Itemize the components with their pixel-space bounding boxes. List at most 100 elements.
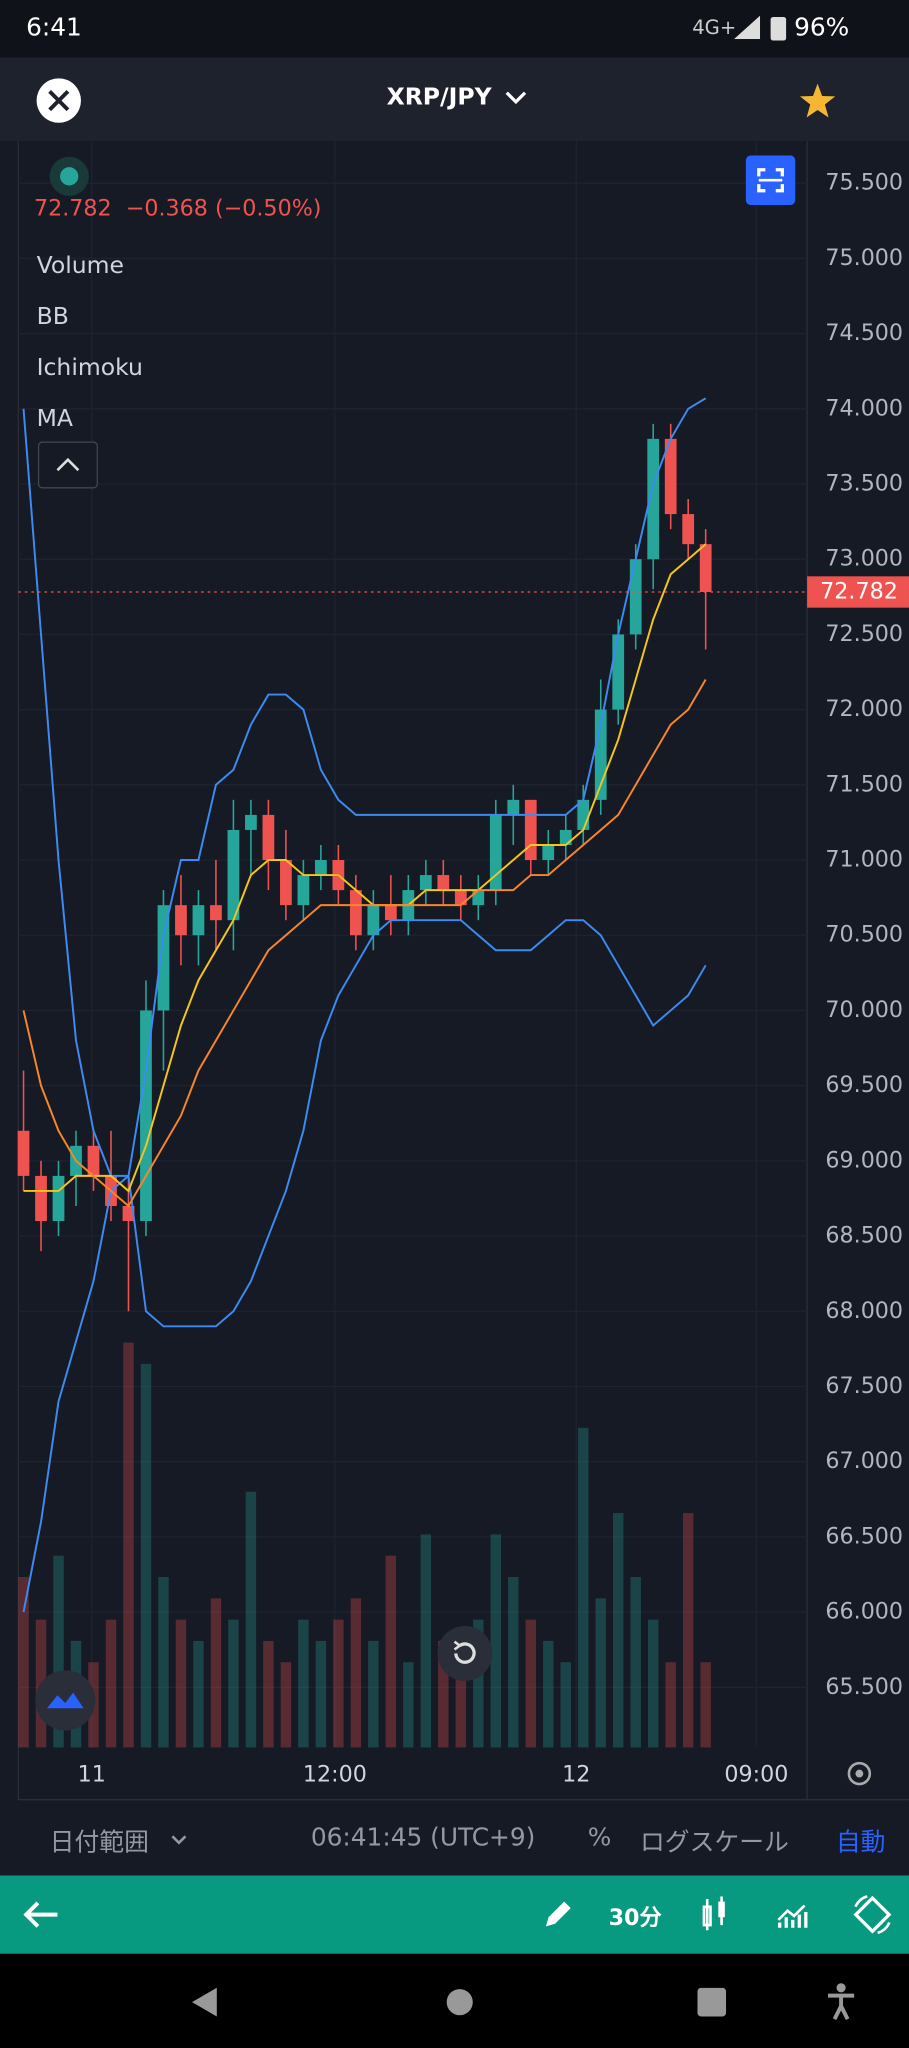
close-button[interactable] [35, 77, 82, 124]
clock: 06:41:45 (UTC+9) [310, 1823, 536, 1852]
candle-body [245, 814, 257, 830]
volume-bar [473, 1619, 484, 1748]
nav-home[interactable] [444, 1986, 475, 2017]
nav-back[interactable] [188, 1985, 219, 2019]
candle-body [227, 829, 240, 921]
indicator-line [22, 679, 707, 1208]
indicator-line [23, 543, 707, 1193]
volume-bar [210, 1598, 222, 1748]
x-tick-label: 11 [78, 1761, 106, 1787]
price-change: −0.368 (−0.50%) [125, 195, 322, 223]
indicator-line [22, 919, 707, 1613]
collapse-button[interactable] [37, 441, 98, 489]
volume-bar [105, 1619, 117, 1748]
y-tick-label: 70.000 [825, 997, 903, 1023]
chevron[interactable] [504, 89, 528, 107]
volume-bar [630, 1576, 641, 1748]
y-tick-label: 68.000 [825, 1298, 903, 1324]
y-tick-label: 72.000 [825, 696, 903, 722]
settings-icon[interactable] [844, 1758, 875, 1789]
indicator[interactable]: Volume [36, 252, 125, 280]
candle-body [524, 799, 537, 861]
indicators-button[interactable] [776, 1899, 810, 1930]
y-tick-label: 67.000 [825, 1448, 903, 1474]
symbol[interactable]: XRP/JPY [386, 83, 492, 112]
rotate-button[interactable] [852, 1894, 894, 1936]
volume-bar [613, 1513, 624, 1748]
candle-body [175, 905, 187, 936]
y-tick-label: 66.000 [825, 1599, 903, 1625]
battery: 96% [794, 13, 850, 42]
last-price-badge [807, 576, 909, 608]
volume-bar [647, 1619, 659, 1748]
candle-body [87, 1145, 100, 1176]
volume-bar [280, 1662, 292, 1748]
last-price: 72.782 [33, 195, 112, 223]
star[interactable] [799, 82, 836, 119]
y-tick-label: 69.000 [825, 1147, 903, 1173]
candle-body [454, 890, 467, 906]
y-tick-label: 65.500 [825, 1674, 903, 1700]
candle-body [315, 860, 327, 876]
date-range[interactable]: 日付範囲 [49, 1828, 149, 1858]
volume-bar [490, 1534, 502, 1748]
candle-body [122, 1205, 135, 1222]
interval[interactable]: 30分 [608, 1905, 662, 1932]
y-tick-label: 73.500 [825, 470, 903, 496]
volume-bar [228, 1619, 239, 1748]
x-tick-label: 12 [562, 1761, 590, 1787]
candle-body [349, 890, 362, 936]
volume-bar [158, 1576, 169, 1748]
candle-body [157, 905, 170, 1011]
x-tick-label: 12:00 [303, 1761, 367, 1787]
log-scale-toggle[interactable]: ログスケール [639, 1828, 789, 1858]
reset-button[interactable] [436, 1625, 493, 1682]
indicator[interactable]: BB [36, 302, 69, 331]
auto-toggle[interactable]: 自動 [835, 1828, 886, 1858]
volume-bar [420, 1534, 432, 1748]
volume-bar [385, 1555, 397, 1748]
candle-body [559, 829, 572, 845]
volume-bar [508, 1576, 519, 1748]
last-price-label: 72.782 [820, 578, 898, 604]
draw-button[interactable] [541, 1898, 575, 1932]
volume-bar [263, 1640, 274, 1748]
chevron [171, 1835, 187, 1845]
logo-button[interactable] [34, 1669, 97, 1732]
percent-toggle[interactable]: % [587, 1823, 612, 1852]
candle-body [419, 875, 432, 891]
volume-bar [298, 1619, 309, 1748]
volume-bar [578, 1427, 589, 1748]
candle-body [664, 438, 677, 515]
candle-body [629, 559, 642, 635]
volume-bar [368, 1640, 379, 1748]
y-tick-label: 67.500 [825, 1373, 903, 1399]
indicator-line [22, 397, 707, 1177]
nav-accessibility[interactable] [825, 1983, 856, 2022]
volume-bar [193, 1640, 204, 1748]
network: 4G+ [692, 15, 737, 40]
candle-body [262, 814, 275, 861]
volume-bar [175, 1619, 187, 1748]
candle-body [52, 1175, 65, 1222]
chart-type-button[interactable] [700, 1896, 729, 1933]
candle-body [594, 709, 607, 800]
candle-body [507, 799, 520, 815]
volume-bar [403, 1662, 414, 1748]
indicator[interactable]: Ichimoku [36, 353, 143, 382]
candle-body [384, 905, 397, 921]
indicator-list: Volume BB Ichimoku MA [37, 240, 143, 444]
footer: 日付範囲 06:41:45 (UTC+9) % ログスケール 自動 [0, 1802, 909, 1876]
indicator[interactable]: MA [36, 404, 73, 433]
nav-bar [0, 1953, 909, 2048]
candle-body [140, 1010, 152, 1222]
nav-recent[interactable] [697, 1987, 727, 2017]
x-tick-label: 09:00 [724, 1761, 788, 1787]
back-button[interactable] [21, 1899, 60, 1930]
candle-body [297, 875, 310, 906]
fullscreen-button[interactable] [745, 155, 796, 206]
candle-body [612, 634, 625, 710]
volume-bar [595, 1598, 606, 1748]
candle-body [192, 905, 205, 936]
